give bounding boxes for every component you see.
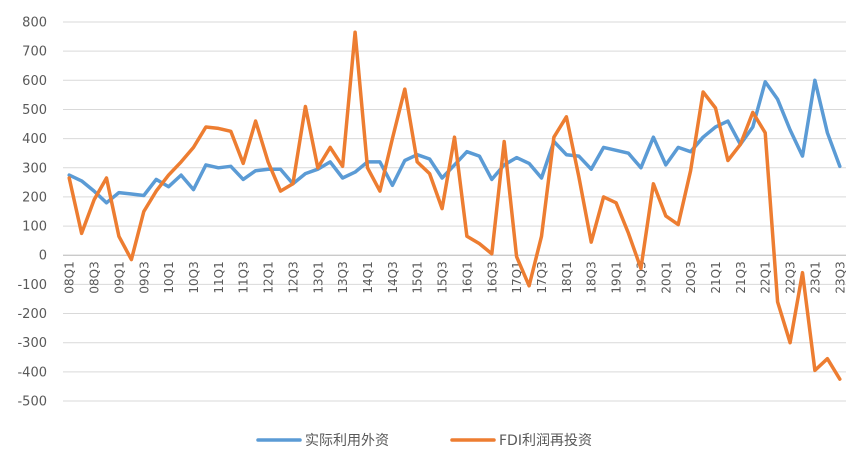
x-tick-label: 20Q3 <box>684 261 698 293</box>
x-tick-label: 08Q3 <box>88 261 102 293</box>
series-line-fdi-reinvestment <box>67 30 842 381</box>
y-tick-label: -400 <box>17 365 47 380</box>
x-tick-label: 11Q3 <box>237 261 251 293</box>
y-tick-label: 200 <box>22 190 47 205</box>
y-tick-label: 800 <box>22 16 47 31</box>
y-tick-label: 600 <box>22 74 47 89</box>
y-axis-tick-labels: 800 700 600 500 400 300 200 100 0 -100 -200 -300 -40… <box>17 16 47 410</box>
y-tick-label: -300 <box>17 336 47 351</box>
x-tick-label: 21Q1 <box>709 261 723 293</box>
y-tick-label: -500 <box>17 395 47 410</box>
y-tick-label: 700 <box>22 45 47 60</box>
x-tick-label: 12Q3 <box>286 261 300 293</box>
y-tick-label: 0 <box>39 249 47 264</box>
x-tick-label: 14Q3 <box>386 261 400 293</box>
series-line-actual-fdi <box>67 78 842 205</box>
x-tick-label: 18Q1 <box>560 261 574 293</box>
x-tick-label: 10Q1 <box>162 261 176 293</box>
legend-label: FDI利润再投资 <box>499 433 592 449</box>
y-tick-label: 400 <box>22 132 47 147</box>
y-tick-label: 300 <box>22 161 47 176</box>
x-tick-label: 12Q1 <box>262 261 276 293</box>
x-tick-label: 19Q3 <box>634 261 648 293</box>
y-tick-label: -100 <box>17 278 47 293</box>
x-tick-label: 16Q1 <box>460 261 474 293</box>
y-tick-label: -200 <box>17 307 47 322</box>
y-tick-label: 500 <box>22 103 47 118</box>
x-tick-label: 18Q3 <box>585 261 599 293</box>
x-tick-label: 16Q3 <box>485 261 499 293</box>
x-tick-label: 09Q1 <box>112 261 126 293</box>
x-tick-label: 20Q1 <box>659 261 673 293</box>
x-tick-label: 10Q3 <box>187 261 201 293</box>
x-tick-label: 11Q1 <box>212 261 226 293</box>
x-tick-label: 23Q1 <box>808 261 822 293</box>
x-tick-label: 13Q3 <box>336 261 350 293</box>
x-tick-label: 09Q3 <box>137 261 151 293</box>
x-tick-label: 21Q3 <box>734 261 748 293</box>
x-tick-label: 19Q1 <box>610 261 624 293</box>
legend-label: 实际利用外资 <box>305 433 389 449</box>
x-tick-label: 15Q3 <box>436 261 450 293</box>
x-tick-label: 15Q1 <box>411 261 425 293</box>
legend: 实际利用外资 FDI利润再投资 <box>256 433 592 449</box>
x-tick-label: 13Q1 <box>311 261 325 293</box>
x-tick-label: 22Q1 <box>759 261 773 293</box>
x-tick-label: 23Q3 <box>833 261 847 293</box>
x-axis-tick-labels: 08Q1 08Q3 09Q1 09Q3 10Q1 10Q3 11Q1 11Q3 12Q1 12Q3… <box>63 261 848 293</box>
y-tick-label: 100 <box>22 220 47 235</box>
x-tick-label: 14Q1 <box>361 261 375 293</box>
x-tick-label: 22Q3 <box>784 261 798 293</box>
x-tick-label: 08Q1 <box>63 261 77 293</box>
gridlines <box>63 21 846 402</box>
x-tick-label: 17Q3 <box>535 261 549 293</box>
series-lines <box>67 30 842 381</box>
